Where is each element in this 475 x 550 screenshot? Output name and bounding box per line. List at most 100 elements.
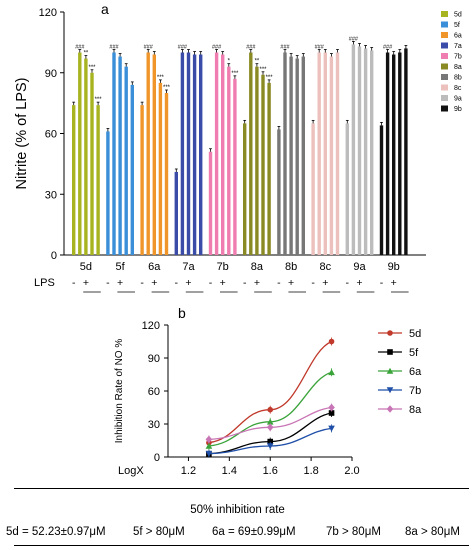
significance-mark: ** xyxy=(84,51,89,57)
legend-label-9b: 9b xyxy=(454,106,462,113)
lps-sign: + xyxy=(83,277,89,289)
bar xyxy=(398,52,402,255)
legend-swatch-8c xyxy=(441,84,448,91)
data-point xyxy=(328,338,335,345)
legend-swatch-5d xyxy=(441,11,448,17)
significance-mark: *** xyxy=(157,75,165,81)
panel-a-group-label: 7b xyxy=(217,261,229,273)
bar xyxy=(317,52,321,255)
significance-mark: ### xyxy=(144,45,154,51)
bar xyxy=(243,123,247,255)
bar xyxy=(392,54,396,256)
panel-a-group-label: 7a xyxy=(182,261,195,273)
data-point xyxy=(328,410,335,416)
panel-b-x-tick-label: 1.6 xyxy=(263,465,278,477)
panel-a-group-label: 8a xyxy=(251,261,264,273)
bar xyxy=(329,56,334,255)
legend-swatch-9b xyxy=(441,105,448,112)
legend-swatch-8a xyxy=(441,63,448,70)
lps-sign: + xyxy=(356,277,362,289)
bar xyxy=(311,123,315,255)
bar xyxy=(301,56,305,255)
legend-label-5d: 5d xyxy=(454,12,462,19)
significance-mark: ### xyxy=(280,45,290,51)
lps-sign: + xyxy=(254,277,260,289)
bar xyxy=(295,58,299,256)
legend-label-8b: 8b xyxy=(454,75,462,82)
lps-sign: + xyxy=(322,277,328,289)
lps-sign: + xyxy=(117,277,123,289)
legend-label-7b: 7b xyxy=(409,385,421,397)
bar xyxy=(152,54,156,256)
panel-a-y-tick-label: 60 xyxy=(45,129,57,141)
significance-mark: *** xyxy=(163,85,171,91)
bar xyxy=(323,52,327,255)
panel-a-y-axis-label: Nitrite (% of LPS) xyxy=(14,78,30,190)
lps-sign: - xyxy=(140,277,144,289)
significance-mark: ### xyxy=(315,45,325,51)
table-cell-6a: 6a = 69±0.99μM xyxy=(212,526,296,538)
bar xyxy=(379,125,384,256)
bar xyxy=(124,66,128,255)
table-bottom-rule xyxy=(14,545,469,546)
panel-a-group-label: 8b xyxy=(285,261,297,273)
panel-b-x-tick-label: 1.2 xyxy=(181,465,196,477)
panel-b-y-tick-label: 30 xyxy=(148,419,160,431)
significance-mark: *** xyxy=(231,71,239,77)
data-point xyxy=(266,423,274,432)
panel-a-group-label: 5d xyxy=(80,261,92,273)
data-point xyxy=(328,403,335,412)
bar xyxy=(146,52,150,255)
table-cell-5d: 5d = 52.23±0.97μM xyxy=(6,526,106,538)
lps-sign: + xyxy=(288,277,294,289)
data-point xyxy=(267,438,274,445)
bar xyxy=(208,151,213,255)
panel-a-y-tick-label: 120 xyxy=(39,7,57,19)
data-point xyxy=(205,435,213,444)
panel-b-y-tick-label: 120 xyxy=(142,320,160,332)
lps-sign: - xyxy=(243,277,247,289)
bar xyxy=(118,56,122,255)
bar xyxy=(140,105,144,256)
panel-b-y-axis-label: Inhibition Rate of NO % xyxy=(114,339,125,444)
table-title: 50% inhibition rate xyxy=(190,504,285,516)
panel-a-group-label: 8c xyxy=(319,261,331,273)
bar xyxy=(233,78,237,255)
legend-label-7a: 7a xyxy=(454,43,462,50)
lps-sign: + xyxy=(185,277,191,289)
bar xyxy=(351,44,356,256)
significance-mark: ### xyxy=(383,45,393,51)
bar xyxy=(357,46,362,255)
data-point xyxy=(387,349,393,355)
legend-swatch-7a xyxy=(441,42,448,49)
legend-label-7b: 7b xyxy=(454,54,462,61)
bar xyxy=(84,58,88,256)
lps-sign: + xyxy=(220,277,226,289)
panel-a-group-label: 9a xyxy=(353,261,366,273)
bar xyxy=(370,50,374,255)
legend-label-5f: 5f xyxy=(454,22,460,29)
panel-a-group-label: 9b xyxy=(388,261,400,273)
panel-a-label: a xyxy=(101,1,109,17)
legend-label-9a: 9a xyxy=(454,96,462,103)
bar xyxy=(96,105,100,256)
panel-b-x-tick-label: 1.8 xyxy=(303,465,318,477)
lps-sign: - xyxy=(380,277,384,289)
bar xyxy=(164,93,169,255)
bar xyxy=(90,72,94,255)
panel-a-legend: 5d 5f 6a 7a 7b 8a 8b 8c 9a 9b xyxy=(441,11,462,113)
data-point xyxy=(328,369,335,376)
data-point xyxy=(387,330,393,336)
bar xyxy=(199,54,203,256)
lps-sign: - xyxy=(277,277,281,289)
bar xyxy=(72,105,76,256)
bar xyxy=(180,52,185,255)
bar xyxy=(255,66,259,255)
legend-label-8a: 8a xyxy=(409,404,422,416)
legend-swatch-5f xyxy=(441,21,448,28)
panel-b-legend: 5d 5f 6a 7b 8a xyxy=(378,328,422,416)
bar xyxy=(277,129,281,255)
lps-sign: - xyxy=(346,277,350,289)
bar xyxy=(404,48,408,256)
bar xyxy=(214,52,219,255)
